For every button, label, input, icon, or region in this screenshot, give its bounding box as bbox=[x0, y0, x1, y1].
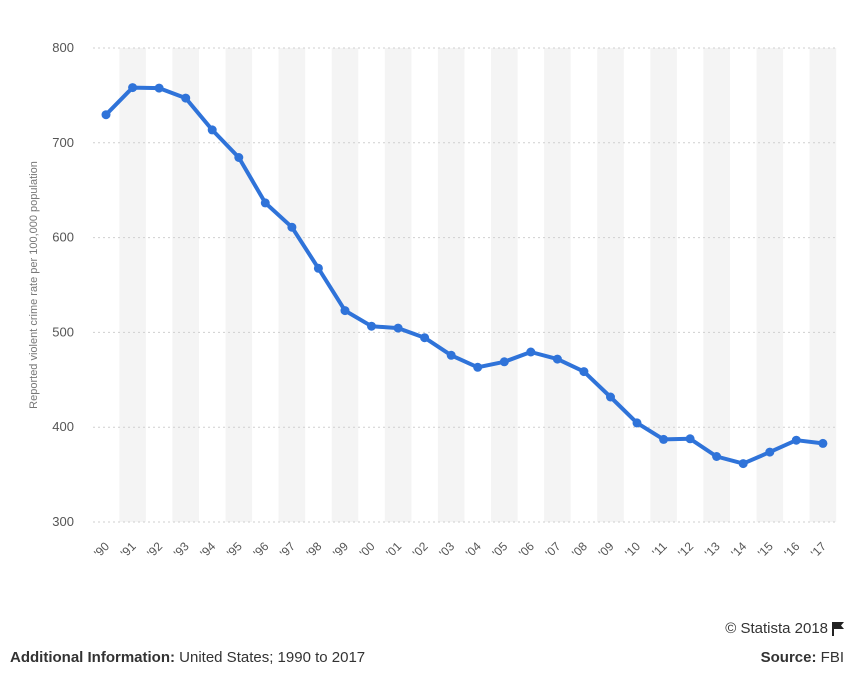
column-band bbox=[597, 48, 624, 522]
column-band bbox=[384, 48, 412, 522]
x-tick-label: '03 bbox=[436, 539, 457, 560]
column-band bbox=[756, 48, 784, 522]
data-point[interactable] bbox=[579, 367, 589, 377]
x-tick-label: '13 bbox=[702, 539, 723, 560]
y-tick-label: 600 bbox=[52, 230, 74, 245]
source: Source: FBI bbox=[761, 649, 844, 666]
x-tick-label: '12 bbox=[675, 539, 696, 560]
y-tick-label: 700 bbox=[52, 135, 74, 150]
gridlines bbox=[93, 47, 838, 523]
data-point[interactable] bbox=[181, 93, 191, 103]
column-band bbox=[225, 48, 253, 522]
data-point[interactable] bbox=[260, 198, 270, 208]
column-band bbox=[703, 48, 730, 522]
column-band bbox=[650, 48, 677, 522]
column-band bbox=[437, 48, 465, 522]
column-band bbox=[172, 48, 199, 522]
data-points bbox=[101, 83, 828, 469]
data-point[interactable] bbox=[287, 222, 297, 232]
data-point[interactable] bbox=[473, 362, 483, 372]
x-tick-label: '96 bbox=[250, 539, 271, 560]
column-band bbox=[491, 48, 518, 522]
additional-information-value: United States; 1990 to 2017 bbox=[179, 649, 366, 666]
data-point[interactable] bbox=[154, 83, 164, 93]
data-point[interactable] bbox=[685, 434, 695, 444]
copyright: © Statista 2018 bbox=[725, 620, 844, 637]
y-tick-label: 400 bbox=[52, 419, 74, 434]
data-point[interactable] bbox=[128, 83, 138, 93]
x-tick-label: '99 bbox=[330, 539, 351, 560]
column-band bbox=[809, 48, 837, 522]
data-point[interactable] bbox=[632, 418, 642, 428]
data-point[interactable] bbox=[552, 354, 562, 364]
column-band bbox=[331, 48, 359, 522]
line-chart: 300 400 500 600 700 800 '90 '91'92 '93'94 '95'96… bbox=[28, 40, 838, 560]
x-tick-label: '06 bbox=[516, 539, 537, 560]
column-band bbox=[278, 48, 306, 522]
x-tick-label: '91 bbox=[118, 539, 139, 560]
data-point[interactable] bbox=[420, 333, 430, 343]
x-tick-label: '09 bbox=[596, 539, 617, 560]
data-point[interactable] bbox=[712, 452, 722, 461]
series-line bbox=[104, 85, 825, 466]
additional-information-label: Additional Information: bbox=[10, 649, 175, 666]
x-tick-label: '97 bbox=[277, 539, 298, 560]
x-tick-label: '10 bbox=[622, 539, 643, 560]
data-point[interactable] bbox=[393, 323, 403, 333]
data-point[interactable] bbox=[207, 125, 217, 135]
x-tick-label: '07 bbox=[543, 539, 564, 560]
data-point[interactable] bbox=[791, 435, 801, 445]
data-point[interactable] bbox=[234, 153, 244, 162]
data-point[interactable] bbox=[340, 306, 350, 316]
x-tick-label: '94 bbox=[197, 539, 218, 560]
data-point[interactable] bbox=[526, 347, 536, 357]
data-point[interactable] bbox=[499, 357, 509, 367]
data-point[interactable] bbox=[606, 392, 615, 402]
x-tick-label: '15 bbox=[755, 539, 776, 560]
x-tick-label: '04 bbox=[463, 539, 484, 560]
x-axis-ticks: '90'91'92'93'94'95'96'97'98'99'00'01'02 '… bbox=[91, 539, 829, 560]
x-tick-label: '08 bbox=[569, 539, 590, 560]
y-tick-label: 500 bbox=[52, 324, 74, 339]
y-tick-label: 800 bbox=[52, 40, 74, 55]
source-value: FBI bbox=[820, 649, 844, 666]
y-tick-label: 300 bbox=[52, 514, 74, 529]
x-tick-label: '92 bbox=[144, 539, 165, 560]
x-tick-label: '17 bbox=[808, 539, 829, 560]
additional-information: Additional Information: United States; 1… bbox=[10, 649, 365, 666]
data-point[interactable] bbox=[367, 321, 376, 331]
source-label: Source: bbox=[760, 649, 817, 666]
x-tick-label: '02 bbox=[410, 539, 431, 560]
y-axis-ticks: 300 400 500 600 700 800 bbox=[52, 40, 74, 529]
x-tick-label: '93 bbox=[171, 539, 192, 560]
data-point[interactable] bbox=[101, 110, 111, 120]
x-tick-label: '90 bbox=[91, 539, 112, 560]
data-point[interactable] bbox=[738, 459, 748, 469]
x-tick-label: '05 bbox=[489, 539, 510, 560]
column-band bbox=[119, 48, 146, 522]
data-point[interactable] bbox=[659, 434, 669, 444]
y-axis-label: Reported violent crime rate per 100,000 … bbox=[28, 161, 40, 409]
data-point[interactable] bbox=[818, 438, 828, 448]
column-bands bbox=[119, 48, 837, 522]
x-tick-label: '00 bbox=[357, 539, 378, 560]
data-point[interactable] bbox=[765, 447, 775, 457]
data-point[interactable] bbox=[446, 350, 456, 360]
column-band bbox=[544, 48, 571, 522]
x-tick-label: '95 bbox=[224, 539, 245, 560]
x-tick-label: '01 bbox=[383, 539, 404, 560]
x-tick-label: '16 bbox=[781, 539, 802, 560]
x-tick-label: '11 bbox=[649, 539, 670, 560]
x-tick-label: '14 bbox=[728, 539, 749, 560]
data-point[interactable] bbox=[313, 263, 323, 273]
x-tick-label: '98 bbox=[304, 539, 325, 560]
copyright-text: © Statista 2018 bbox=[725, 620, 828, 637]
flag-icon[interactable] bbox=[832, 621, 844, 636]
